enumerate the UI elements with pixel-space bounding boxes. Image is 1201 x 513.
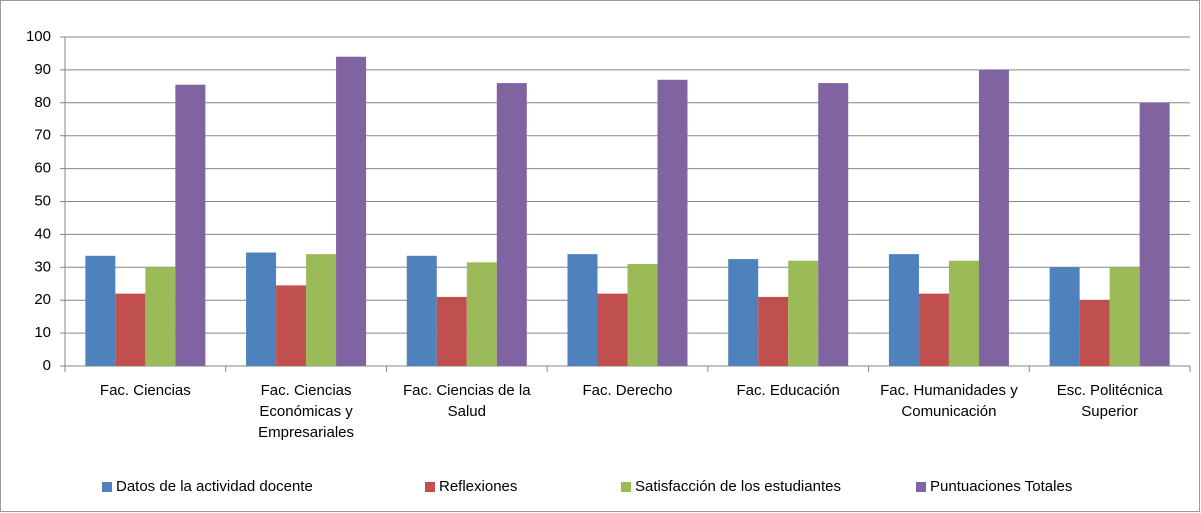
legend-label: Puntuaciones Totales — [930, 478, 1072, 495]
bar — [567, 254, 598, 366]
legend-swatch — [425, 482, 435, 492]
legend-swatch — [621, 482, 631, 492]
bar — [1079, 300, 1110, 366]
bar — [597, 293, 628, 366]
y-tick-label: 60 — [34, 160, 51, 177]
x-tick-label: Fac. Ciencias Económicas y Empresariales — [258, 382, 354, 441]
y-tick-label: 20 — [34, 291, 51, 308]
bar — [657, 79, 688, 367]
legend-label: Reflexiones — [439, 478, 517, 495]
y-tick-label: 70 — [34, 127, 51, 144]
y-tick-label: 50 — [34, 192, 51, 209]
bar — [406, 255, 437, 366]
x-tick-label: Fac. Ciencias — [99, 382, 191, 399]
bar — [306, 254, 337, 366]
bar — [788, 260, 819, 366]
x-tick-label: Fac. Humanidades y Comunicación — [880, 382, 1018, 420]
bar — [175, 84, 206, 366]
bar — [436, 296, 467, 366]
bar — [115, 293, 146, 366]
bar — [336, 56, 367, 367]
bar — [466, 262, 497, 366]
bar — [758, 296, 789, 366]
bar — [918, 293, 949, 366]
x-tick-label: Fac. Educación — [736, 382, 840, 399]
bar — [496, 83, 527, 366]
bar — [948, 260, 979, 366]
bar — [728, 259, 759, 366]
legend-label: Datos de la actividad docente — [116, 478, 313, 495]
x-tick-label: Fac. Derecho — [582, 382, 673, 399]
legend-swatch — [916, 482, 926, 492]
x-tick-label: Fac. Ciencias de la Salud — [403, 382, 531, 420]
legend-swatch — [102, 482, 112, 492]
y-tick-label: 40 — [34, 225, 51, 242]
bar — [978, 69, 1009, 367]
y-tick-label: 10 — [34, 324, 51, 341]
bar — [85, 255, 116, 366]
y-tick-label: 30 — [34, 258, 51, 275]
bar — [145, 267, 176, 366]
bar — [818, 83, 849, 366]
y-tick-label: 100 — [26, 28, 51, 45]
x-tick-label: Esc. Politécnica Superior — [1056, 382, 1163, 420]
bar — [888, 254, 919, 366]
bar — [246, 252, 277, 366]
bar — [276, 285, 307, 366]
y-tick-label: 0 — [43, 357, 51, 374]
bar — [627, 264, 658, 366]
y-tick-label: 90 — [34, 61, 51, 78]
bar — [1049, 267, 1080, 366]
bar — [1109, 267, 1140, 366]
bar — [1139, 102, 1170, 367]
y-tick-label: 80 — [34, 94, 51, 111]
legend-label: Satisfacción de los estudiantes — [635, 478, 841, 495]
